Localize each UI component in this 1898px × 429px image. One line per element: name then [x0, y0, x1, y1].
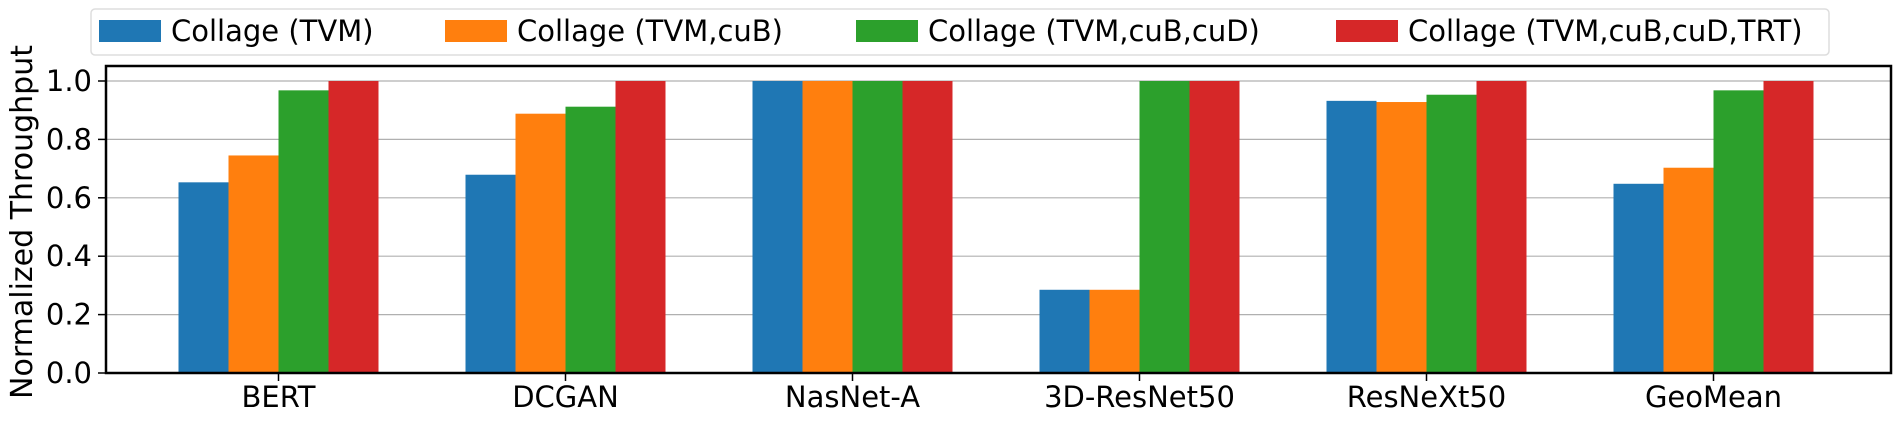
legend-swatch — [1336, 20, 1398, 42]
bar-dcgan-series-3 — [615, 81, 666, 373]
bar-resnext50-series-1 — [1376, 102, 1427, 374]
x-tick-label: NasNet-A — [785, 380, 920, 414]
bar-bert-series-3 — [328, 81, 379, 373]
y-tick-label: 0.0 — [46, 356, 92, 390]
y-axis-label: Normalized Throughput — [5, 45, 40, 399]
bar-bert-series-0 — [178, 182, 229, 373]
bar-resnext50-series-0 — [1326, 100, 1377, 373]
bar-geomean-series-1 — [1663, 167, 1714, 373]
bar-dcgan-series-0 — [465, 174, 516, 373]
legend-label: Collage (TVM,cuB,cuD,TRT) — [1408, 14, 1803, 48]
legend-swatch — [856, 20, 918, 42]
bar-bert-series-1 — [228, 155, 279, 373]
bar-geomean-series-3 — [1763, 81, 1814, 373]
bar-dcgan-series-1 — [515, 113, 566, 373]
legend-label: Collage (TVM,cuB) — [517, 14, 783, 48]
bar-3d-resnet50-series-2 — [1139, 81, 1190, 373]
legend-label: Collage (TVM,cuB,cuD) — [928, 14, 1260, 48]
y-tick-label: 1.0 — [46, 64, 92, 98]
bar-dcgan-series-2 — [565, 106, 616, 374]
bar-nasnet-a-series-0 — [752, 81, 803, 373]
x-tick-label: BERT — [242, 380, 316, 414]
bar-nasnet-a-series-3 — [902, 81, 953, 373]
legend: Collage (TVM) Collage (TVM,cuB) Collage (T… — [90, 8, 1830, 56]
y-axis-ticks: 0.0 0.2 0.4 0.6 0.8 1.0 — [46, 64, 106, 390]
bar-geomean-series-0 — [1613, 183, 1664, 373]
y-tick-label: 0.8 — [46, 122, 92, 156]
bar-resnext50-series-3 — [1476, 81, 1527, 373]
x-axis-ticks: BERT DCGAN NasNet-A 3D-ResNet50 ResNeXt50 Geo… — [242, 373, 1782, 414]
bar-3d-resnet50-series-0 — [1039, 289, 1090, 373]
y-tick-label: 0.4 — [46, 239, 92, 273]
legend-swatch — [99, 20, 161, 42]
legend-label: Collage (TVM) — [171, 14, 374, 48]
bar-3d-resnet50-series-3 — [1189, 81, 1240, 373]
bar-nasnet-a-series-1 — [802, 81, 853, 373]
y-tick-label: 0.2 — [46, 298, 92, 332]
x-tick-label: DCGAN — [512, 380, 619, 414]
x-tick-label: GeoMean — [1645, 380, 1782, 414]
x-tick-label: ResNeXt50 — [1347, 380, 1506, 414]
plot-frame — [104, 64, 1893, 375]
bar-3d-resnet50-series-1 — [1089, 289, 1140, 373]
y-tick-label: 0.6 — [46, 181, 92, 215]
bar-geomean-series-2 — [1713, 90, 1764, 374]
x-tick-label: 3D-ResNet50 — [1044, 380, 1235, 414]
legend-swatch — [445, 20, 507, 42]
bars — [178, 81, 1814, 374]
bar-bert-series-2 — [278, 90, 329, 374]
bar-resnext50-series-2 — [1426, 94, 1477, 373]
bar-nasnet-a-series-2 — [852, 81, 903, 373]
